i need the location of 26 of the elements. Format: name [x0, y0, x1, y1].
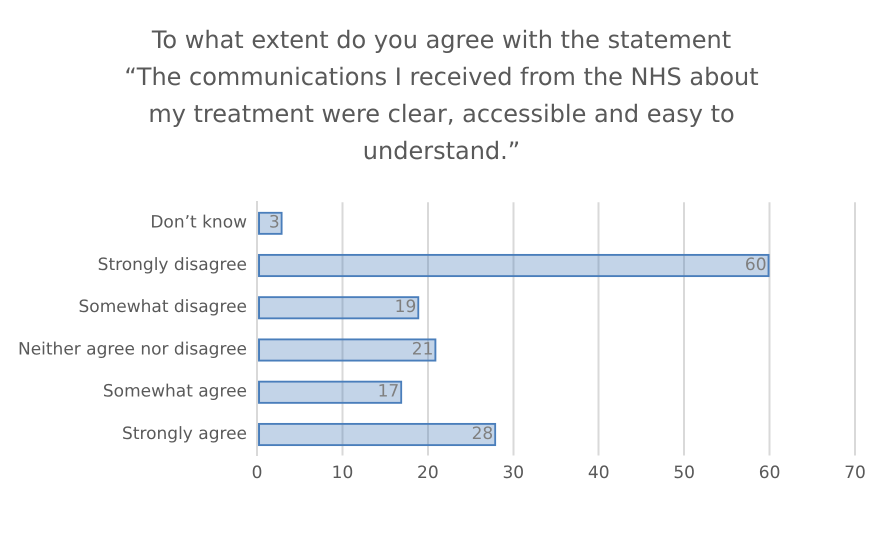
- chart-title: To what extent do you agree with the statement “The communications I received from the NHS about my treatment were clear, accessible and easy to understand.”: [123, 25, 760, 167]
- y-tick-label: Somewhat agree: [102, 382, 248, 402]
- y-tick-label: Strongly agree: [122, 424, 248, 444]
- x-tick-label: 60: [758, 463, 780, 484]
- bar: [258, 254, 770, 278]
- data-label: 21: [412, 339, 434, 360]
- x-tick-label: 0: [252, 463, 262, 484]
- y-tick-label: Neither agree nor disagree: [18, 339, 248, 360]
- x-tick-label: 30: [502, 463, 524, 484]
- x-tick-label: 40: [588, 463, 610, 484]
- x-tick-label: 50: [673, 463, 695, 484]
- data-label: 3: [268, 212, 280, 233]
- bar: [258, 422, 496, 446]
- x-tick-label: 10: [332, 463, 354, 484]
- data-label: 28: [472, 424, 494, 444]
- x-tick-label: 20: [417, 463, 439, 484]
- y-tick-label: Somewhat disagree: [78, 297, 248, 318]
- data-label: 19: [394, 297, 416, 318]
- x-tick-label: 70: [844, 463, 866, 484]
- data-label: 60: [744, 254, 767, 275]
- bar: [258, 338, 436, 362]
- bar: [258, 380, 402, 404]
- data-label: 17: [378, 382, 400, 402]
- y-tick-label: Don’t know: [150, 212, 248, 233]
- y-tick-label: Strongly disagree: [98, 254, 248, 275]
- bar: [258, 296, 420, 320]
